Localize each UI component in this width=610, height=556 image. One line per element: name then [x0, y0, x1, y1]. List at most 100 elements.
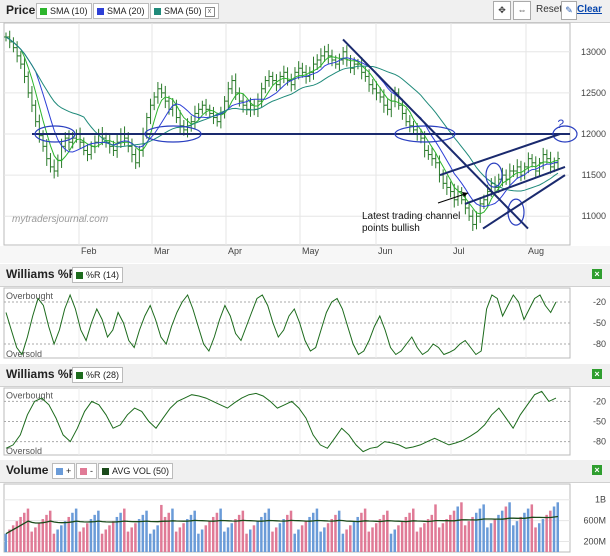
- volume-bar: [334, 514, 337, 552]
- wr14-swatch: [76, 272, 83, 280]
- volume-bar: [345, 529, 348, 552]
- volume-bar: [193, 510, 196, 552]
- wr14-label: %R (14): [86, 270, 120, 280]
- volume-bar: [82, 527, 85, 552]
- channel-upper-line: [439, 133, 561, 177]
- price-bar: [496, 173, 501, 193]
- volume-bar: [441, 523, 445, 552]
- volume-bar: [449, 514, 452, 552]
- volume-bar: [315, 508, 319, 552]
- volume-bar: [152, 529, 156, 552]
- price-bar: [400, 98, 405, 120]
- wr28-overbought-label: Overbought: [6, 390, 54, 400]
- volume-bar: [360, 512, 363, 552]
- wr14-panel-header: Williams %R %R (14) ×: [0, 264, 610, 287]
- volume-bar: [123, 508, 126, 552]
- volume-y-tick: 200M: [583, 537, 606, 547]
- wr28-legend[interactable]: %R (28): [72, 367, 124, 383]
- price-bar: [341, 46, 346, 65]
- volume-bar: [89, 519, 93, 552]
- volume-bar: [223, 531, 226, 552]
- sma20-label: SMA (20): [107, 6, 145, 16]
- highlight-ellipse: [144, 125, 202, 143]
- wr14-legend[interactable]: %R (14): [72, 267, 124, 283]
- sma20-legend[interactable]: SMA (20): [93, 3, 149, 19]
- zoom-icon[interactable]: ⇔: [513, 1, 531, 20]
- volume-bar: [378, 519, 382, 552]
- avgvol-legend[interactable]: AVG VOL (50): [98, 463, 174, 479]
- volume-bar: [93, 514, 96, 552]
- volume-bar: [349, 525, 352, 552]
- volume-bar: [197, 533, 200, 552]
- price-bar: [430, 147, 435, 166]
- volume-bar: [63, 521, 67, 552]
- volume-bar: [356, 516, 359, 552]
- pan-icon[interactable]: ✥: [493, 1, 511, 20]
- price-bar: [322, 45, 327, 62]
- volume-bar: [37, 523, 41, 552]
- price-bar: [407, 115, 412, 133]
- clear-button[interactable]: Clear: [576, 4, 602, 15]
- price-bar: [15, 41, 20, 63]
- volume-bar: [71, 512, 74, 552]
- wr14-y-tick: -80: [593, 339, 606, 349]
- volume-up-toggle[interactable]: +: [52, 463, 76, 479]
- price-bar: [207, 104, 212, 119]
- avgvol-swatch: [102, 468, 109, 476]
- sma10-legend[interactable]: SMA (10): [36, 3, 92, 19]
- price-y-tick: 11500: [582, 170, 606, 180]
- volume-bar: [474, 512, 478, 552]
- price-bar: [29, 86, 34, 113]
- price-bar: [352, 57, 357, 76]
- volume-bar: [508, 502, 511, 552]
- volume-bar: [541, 519, 545, 552]
- volume-bar: [478, 508, 482, 552]
- volume-close-icon[interactable]: ×: [592, 465, 602, 475]
- volume-bar: [267, 508, 271, 552]
- volume-bar: [456, 506, 459, 552]
- price-bar: [26, 71, 31, 98]
- volume-up-swatch: [56, 468, 63, 476]
- price-y-tick: 12000: [581, 129, 606, 139]
- volume-bar: [289, 510, 293, 552]
- price-x-tick: May: [302, 246, 320, 256]
- volume-bar: [156, 525, 159, 552]
- price-bar: [518, 160, 523, 182]
- reset-button[interactable]: Reset: [536, 4, 563, 15]
- wr28-close-icon[interactable]: ×: [592, 369, 602, 379]
- highlight-ellipse: [34, 125, 76, 143]
- volume-bar: [515, 521, 519, 552]
- price-bar: [226, 81, 231, 109]
- annotation-arrowhead: [462, 192, 468, 197]
- volume-bar: [160, 504, 163, 552]
- remove-overlay-icon[interactable]: x: [204, 6, 215, 17]
- price-xaxis-band: [0, 246, 610, 263]
- channel-mid-line: [464, 165, 566, 205]
- price-bar: [474, 211, 479, 230]
- volume-bar: [130, 527, 133, 552]
- volume-bar: [230, 523, 233, 552]
- volume-bar: [115, 516, 119, 552]
- volume-bar: [486, 527, 489, 552]
- price-bar: [192, 105, 197, 130]
- price-bar: [385, 99, 390, 116]
- volume-bar: [286, 514, 289, 552]
- price-y-tick: 13000: [581, 47, 606, 57]
- wr28-label: %R (28): [86, 370, 120, 380]
- volume-bar: [67, 516, 70, 552]
- volume-down-toggle[interactable]: -: [76, 463, 97, 479]
- wr14-close-icon[interactable]: ×: [592, 269, 602, 279]
- sma50-legend[interactable]: SMA (50) x: [150, 3, 219, 19]
- price-bar: [396, 88, 401, 110]
- pencil-icon[interactable]: ✎: [561, 1, 577, 20]
- annotation-text: Latest trading channel: [362, 211, 460, 222]
- volume-bar: [208, 521, 211, 552]
- price-bar: [426, 145, 431, 160]
- price-bar: [229, 75, 234, 95]
- volume-bar: [382, 514, 385, 552]
- volume-bar: [293, 533, 296, 552]
- wr14-plot-area: [3, 287, 571, 359]
- wr28-panel-header: Williams %R %R (28) ×: [0, 364, 610, 387]
